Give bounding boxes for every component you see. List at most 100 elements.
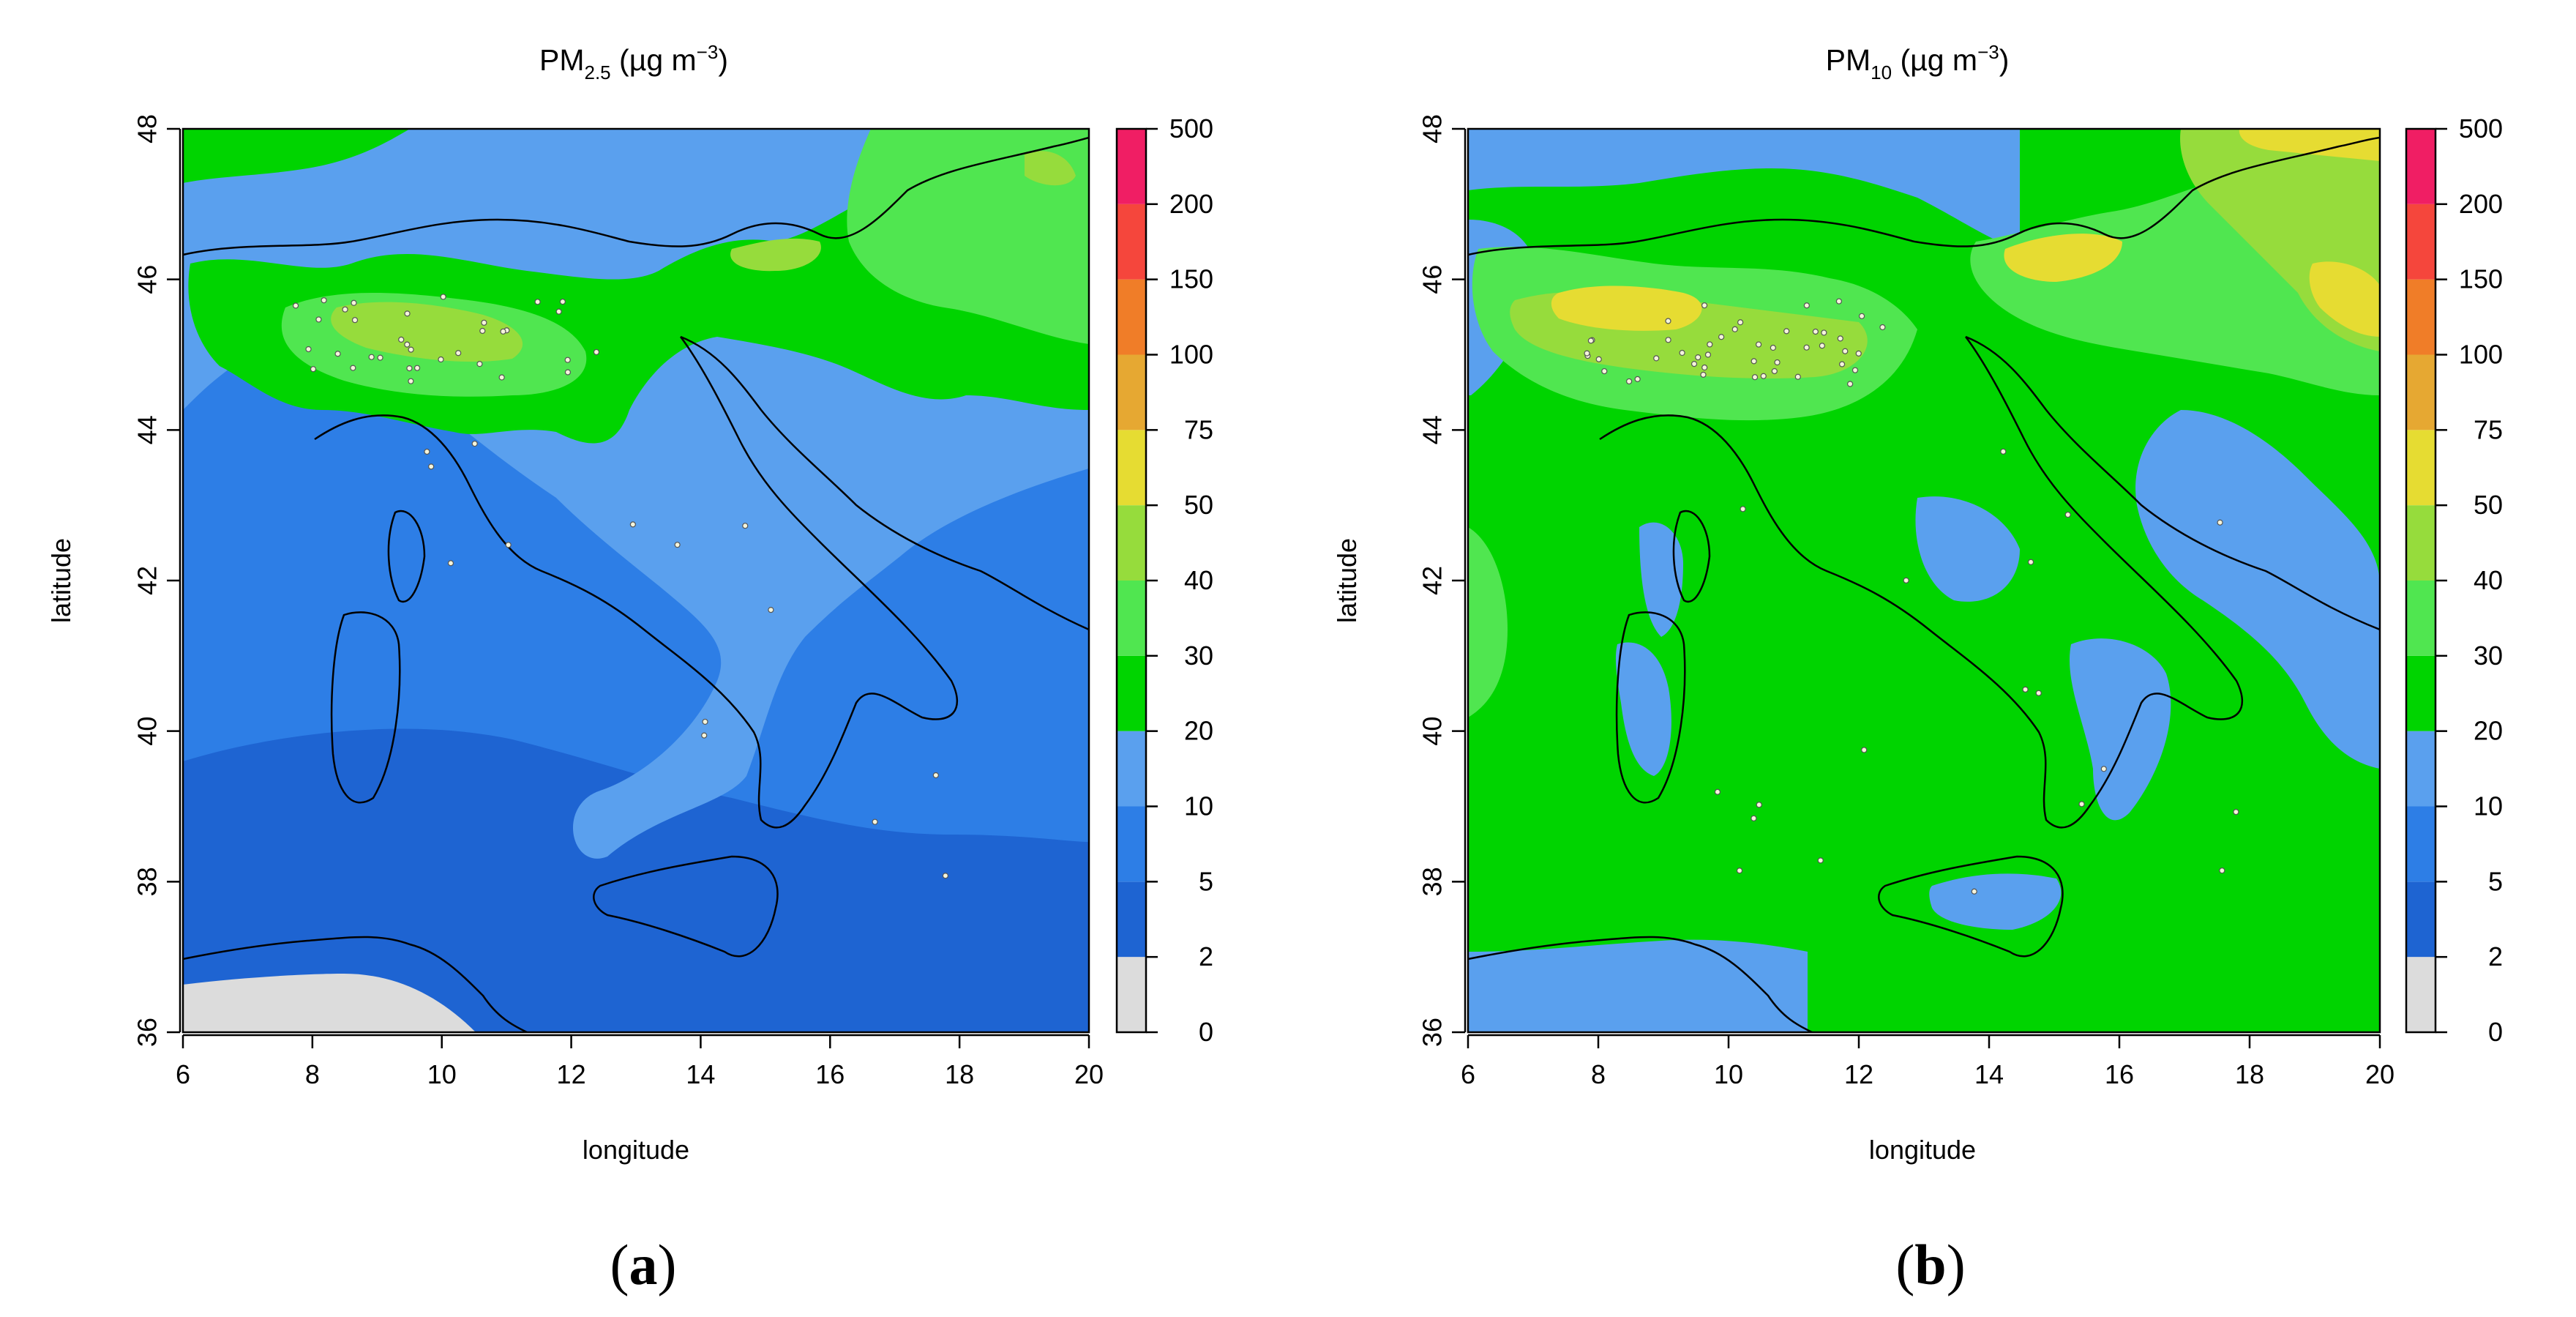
station-marker: [334, 351, 341, 357]
station-marker: [351, 317, 359, 324]
colorbar-swatch: [1117, 731, 1146, 807]
colorbar-swatch: [2406, 581, 2435, 656]
x-tick-label: 6: [1461, 1059, 1475, 1089]
colorbar-swatch: [2406, 731, 2435, 807]
station-marker: [1852, 367, 1859, 373]
station-marker: [742, 523, 749, 529]
station-marker: [2219, 868, 2225, 874]
station-marker: [1701, 364, 1708, 371]
station-marker: [1704, 351, 1712, 358]
x-tick-label: 20: [1074, 1059, 1104, 1089]
station-marker: [315, 316, 322, 323]
station-marker: [1835, 298, 1842, 305]
colorbar-swatch: [2406, 129, 2435, 204]
panel-a-xlabel: longitude: [583, 1135, 689, 1165]
panel-b-zone-10-20-africa: [1468, 939, 1808, 1032]
panel-b-sardinia: [1615, 611, 1686, 804]
station-marker: [471, 440, 478, 447]
station-marker: [942, 873, 949, 879]
panel-a-zone-40-50-ne: [730, 238, 821, 272]
y-tick-label: 38: [1418, 867, 1448, 896]
station-marker: [2000, 448, 2007, 455]
colorbar-level-label: 40: [1184, 565, 1213, 595]
colorbar-swatch: [1117, 581, 1146, 656]
station-marker: [447, 560, 454, 567]
panel-a-sicily: [593, 855, 779, 958]
station-marker: [2027, 559, 2034, 565]
station-marker: [2100, 766, 2107, 772]
station-marker: [1817, 857, 1824, 864]
colorbar-level-label: 40: [2474, 565, 2503, 595]
station-marker: [368, 354, 375, 360]
station-marker: [440, 294, 446, 300]
panel-b-zone-50-75-ne: [2239, 129, 2380, 161]
colorbar-swatch: [1117, 655, 1146, 731]
station-marker: [1665, 318, 1671, 324]
panel-b-border-alps: [1468, 136, 2380, 256]
station-marker: [404, 310, 411, 317]
station-marker: [505, 542, 512, 548]
station-marker: [1751, 358, 1757, 365]
station-marker: [2035, 690, 2042, 696]
station-marker: [559, 299, 566, 305]
x-tick-label: 16: [815, 1059, 845, 1089]
station-marker: [1690, 360, 1698, 368]
station-marker: [1861, 747, 1868, 753]
panel-b-zone-10-20-sicily: [1929, 873, 2062, 930]
panel-b-frame: [1467, 127, 2381, 1034]
panel-b-coast-africa: [1468, 936, 1813, 1032]
panel-a-coast-adriatic-east: [680, 335, 1089, 631]
colorbar-level-label: 2: [1199, 941, 1213, 971]
panel-b-zone-10-20-alps: [1468, 129, 2020, 249]
station-marker: [1751, 815, 1757, 821]
colorbar-swatch: [1117, 129, 1146, 204]
station-marker: [1821, 329, 1827, 336]
colorbar-level-label: 5: [2488, 866, 2503, 896]
station-marker: [1731, 326, 1738, 332]
station-marker: [1783, 328, 1790, 335]
station-marker: [1707, 341, 1713, 348]
station-marker: [932, 772, 939, 779]
station-marker: [1770, 344, 1776, 351]
panel-a-zone-30-40-east: [847, 129, 1089, 344]
station-marker: [408, 378, 414, 384]
panel-b-coast-adriatic-east: [1965, 335, 2380, 631]
colorbar-level-label: 30: [1184, 641, 1213, 671]
x-tick-label: 10: [1714, 1059, 1743, 1089]
panel-a-coast-africa: [183, 936, 528, 1032]
colorbar-level-label: 75: [1184, 414, 1213, 444]
station-marker: [428, 463, 435, 470]
x-tick-label: 8: [305, 1059, 320, 1089]
panel-a-zone-alps: [183, 129, 410, 183]
station-marker: [1584, 350, 1590, 357]
y-tick-label: 48: [1418, 114, 1448, 143]
colorbar-level-label: 150: [1169, 264, 1213, 294]
station-marker: [310, 366, 317, 373]
station-marker: [498, 374, 505, 381]
x-tick-label: 14: [1974, 1059, 2004, 1089]
station-marker: [1626, 378, 1633, 385]
station-marker: [1771, 368, 1778, 375]
panel-a: PM2.5 (µg m−3): [46, 41, 1213, 1297]
colorbar-level-label: 5: [1199, 866, 1213, 896]
station-marker: [2217, 519, 2223, 526]
y-tick-label: 46: [132, 265, 162, 294]
station-marker: [1903, 577, 1909, 583]
panel-a-zone-40-50: [331, 302, 523, 362]
panel-b-zone-50-75-milan: [1551, 286, 1702, 331]
colorbar-swatch: [1117, 881, 1146, 958]
colorbar-level-label: 10: [1184, 791, 1213, 821]
station-marker: [1858, 313, 1865, 319]
colorbar-level-label: 50: [2474, 490, 2503, 520]
station-marker: [1737, 319, 1744, 326]
colorbar-level-label: 0: [1199, 1017, 1213, 1047]
colorbar-level-label: 50: [1184, 490, 1213, 520]
panel-a-zone-40-50-hu: [1025, 151, 1076, 186]
station-marker: [438, 356, 444, 363]
station-marker: [1819, 343, 1825, 349]
station-marker: [1971, 888, 1977, 895]
panel-b-y-axis: 36 38 40 42 44 46 48: [1418, 114, 1467, 1047]
colorbar-swatch: [2406, 279, 2435, 355]
colorbar-level-label: 10: [2474, 791, 2503, 821]
colorbar-swatch: [2406, 957, 2435, 1032]
